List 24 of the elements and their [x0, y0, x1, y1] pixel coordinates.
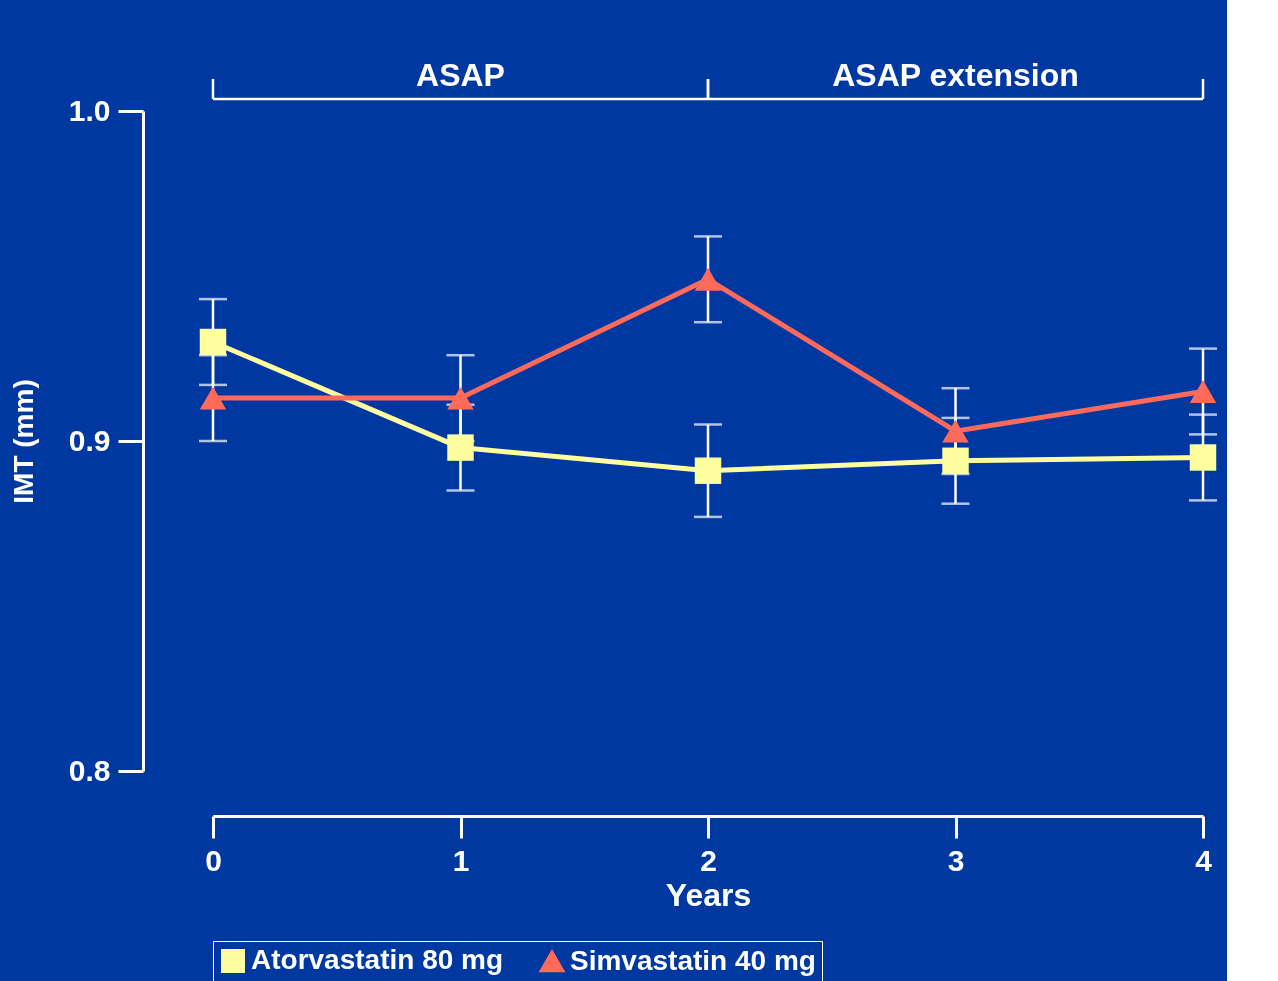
point [942, 447, 969, 475]
point [694, 267, 722, 291]
point [1189, 380, 1217, 403]
point [199, 386, 227, 410]
y-tick-label: 1.0 [68, 93, 111, 127]
legend-label: Atorvastatin 80 mg [251, 944, 504, 975]
x-tick-label: 1 [452, 843, 470, 877]
y-axis-title: IMT (mm) [7, 379, 39, 504]
y-tick-label: 0.9 [68, 423, 111, 457]
text: ASAP extension [832, 57, 1079, 93]
point [694, 457, 722, 484]
x-tick-label: 4 [1195, 843, 1213, 877]
y-tick-label: 0.8 [68, 753, 111, 787]
x-axis-title: Years [665, 876, 752, 913]
text: ASAP [416, 57, 505, 93]
point [447, 434, 474, 461]
x-tick-label: 0 [205, 843, 222, 877]
point [1189, 444, 1217, 471]
legend-label: Simvastatin 40 mg [570, 944, 816, 976]
point [199, 328, 227, 356]
x-tick-label: 2 [700, 843, 717, 877]
point [447, 386, 474, 410]
x-tick-label: 3 [947, 843, 965, 877]
point [942, 419, 969, 443]
